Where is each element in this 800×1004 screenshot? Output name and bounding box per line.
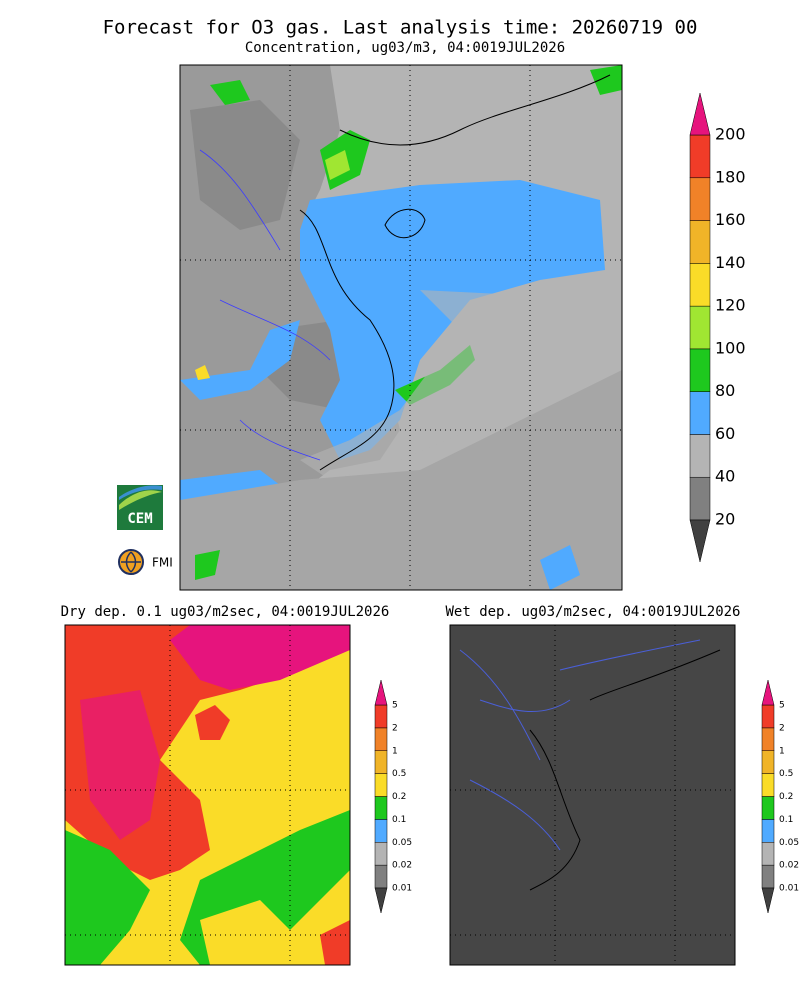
colorbar-label: 60 — [715, 424, 735, 443]
colorbar-bin — [689, 391, 711, 435]
fmi-text: FMI — [152, 556, 173, 570]
colorbar-bin — [761, 842, 775, 866]
colorbar-bin — [689, 263, 711, 307]
colorbar-under — [761, 887, 775, 914]
colorbar-label: 0.2 — [779, 792, 793, 802]
colorbar-label: 0.05 — [392, 838, 412, 848]
colorbar-label: 0.5 — [779, 769, 793, 779]
colorbar-bin — [689, 134, 711, 179]
colorbar-label: 80 — [715, 381, 735, 400]
colorbar-label: 5 — [779, 701, 785, 711]
main-map — [179, 64, 623, 591]
colorbar-over — [689, 92, 711, 136]
colorbar-under — [374, 887, 388, 914]
colorbar-over — [374, 679, 388, 706]
colorbar-label: 0.05 — [779, 838, 799, 848]
colorbar-bin — [374, 842, 388, 866]
colorbar-bin — [689, 305, 711, 350]
colorbar-label: 40 — [715, 467, 735, 486]
colorbar-under — [689, 519, 711, 563]
colorbar-label: 0.01 — [392, 884, 412, 894]
wet-dep-map — [449, 624, 736, 966]
colorbar-bin — [374, 727, 388, 751]
colorbar-bin — [689, 348, 711, 392]
colorbar-bin — [374, 750, 388, 774]
colorbar-label: 0.02 — [779, 861, 799, 871]
colorbar-bin — [761, 727, 775, 751]
colorbar-bin — [374, 796, 388, 820]
colorbar-bin — [761, 864, 775, 889]
colorbar-label: 2 — [392, 723, 398, 733]
colorbar-bin — [374, 819, 388, 843]
colorbar-bin — [689, 220, 711, 264]
panel-title: Dry dep. 0.1 ug03/m2sec, 04:0019JUL2026 — [61, 604, 390, 620]
colorbar-label: 140 — [715, 253, 746, 272]
colorbar-label: 0.1 — [392, 815, 406, 825]
cem-text: CEM — [127, 511, 152, 527]
colorbar-label: 0.1 — [779, 815, 793, 825]
colorbar-bin — [374, 773, 388, 797]
colorbar-label: 200 — [715, 125, 746, 144]
fmi-logo: FMI — [118, 549, 173, 575]
colorbar-over — [761, 679, 775, 706]
colorbar-bin — [689, 476, 711, 521]
title: Forecast for O3 gas. Last analysis time:… — [103, 17, 698, 39]
colorbar-bin — [689, 434, 711, 478]
colorbar-label: 2 — [779, 723, 785, 733]
colorbar-label: 160 — [715, 210, 746, 229]
colorbar-bin — [761, 819, 775, 843]
colorbar-label: 100 — [715, 338, 746, 357]
colorbar-bin — [761, 704, 775, 729]
colorbar-bin — [374, 704, 388, 729]
dry-dep-map — [64, 624, 351, 966]
colorbar-label: 0.2 — [392, 792, 406, 802]
panel-title: Wet dep. ug03/m2sec, 04:0019JUL2026 — [445, 604, 740, 620]
colorbar-label: 20 — [715, 510, 735, 529]
colorbar-label: 5 — [392, 701, 398, 711]
colorbar-label: 0.02 — [392, 861, 412, 871]
colorbar-label: 180 — [715, 167, 746, 186]
colorbar-bin — [689, 177, 711, 221]
colorbar-label: 1 — [779, 746, 785, 756]
colorbar-bin — [761, 750, 775, 774]
colorbar-label: 120 — [715, 296, 746, 315]
cem-logo: CEM — [117, 485, 163, 530]
subtitle: Concentration, ug03/m3, 04:0019JUL2026 — [245, 40, 565, 56]
colorbar-label: 0.5 — [392, 769, 406, 779]
colorbar-label: 0.01 — [779, 884, 799, 894]
colorbar-bin — [761, 773, 775, 797]
colorbar-bin — [374, 864, 388, 889]
colorbar-label: 1 — [392, 746, 398, 756]
colorbar-bin — [761, 796, 775, 820]
